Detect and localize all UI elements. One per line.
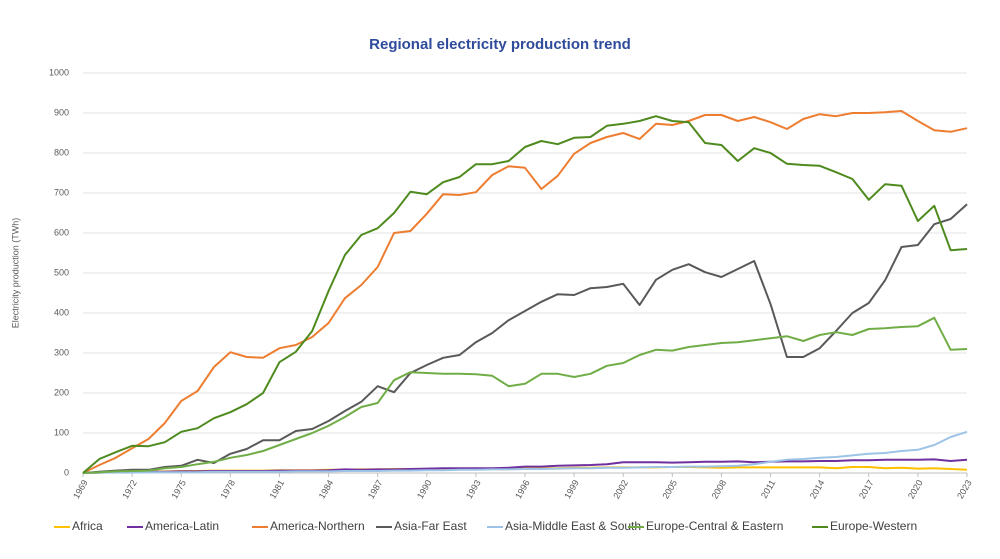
series-line: [82, 203, 968, 474]
chart-title: Regional electricity production trend: [369, 36, 631, 53]
legend-label: America-Latin: [145, 519, 219, 533]
y-tick-label: 300: [54, 347, 69, 357]
legend-label: Asia-Middle East & South: [505, 519, 641, 533]
x-tick-label: 1990: [415, 478, 434, 500]
series-line: [82, 316, 968, 474]
x-tick-label: 2002: [611, 478, 630, 500]
y-tick-label: 700: [54, 187, 69, 197]
y-tick-label: 800: [54, 147, 69, 157]
legend-label: Africa: [72, 519, 103, 533]
x-tick-label: 1993: [464, 478, 483, 500]
y-tick-label: 400: [54, 307, 69, 317]
x-tick-label: 1978: [218, 478, 237, 500]
legend-label: Asia-Far East: [394, 519, 467, 533]
legend-label: Europe-Central & Eastern: [646, 519, 783, 533]
x-tick-label: 2008: [710, 478, 729, 500]
x-tick-label: 2005: [660, 478, 679, 500]
x-tick-label: 1999: [562, 478, 581, 500]
x-tick-label: 1987: [366, 478, 385, 500]
x-tick-label: 1996: [513, 478, 532, 500]
x-tick-label: 2023: [955, 478, 974, 500]
series-line: [82, 430, 968, 474]
series-line: [82, 115, 968, 474]
x-tick-label: 2014: [808, 478, 827, 500]
x-tick-label: 1981: [268, 478, 287, 500]
series-line: [82, 110, 968, 474]
x-tick-label: 1984: [317, 478, 336, 500]
x-tick-label: 2017: [857, 478, 876, 500]
y-tick-label: 600: [54, 227, 69, 237]
y-tick-label: 200: [54, 387, 69, 397]
x-tick-label: 1975: [169, 478, 188, 500]
legend-label: Europe-Western: [830, 519, 917, 533]
x-tick-label: 2011: [759, 478, 777, 500]
y-tick-label: 900: [54, 107, 69, 117]
y-tick-label: 0: [64, 467, 69, 477]
x-tick-label: 2020: [906, 478, 925, 500]
y-tick-label: 500: [54, 267, 69, 277]
y-tick-label: 100: [54, 427, 69, 437]
x-tick-label: 1972: [120, 478, 139, 500]
legend-label: America-Northern: [270, 519, 365, 533]
y-axis-label: Electricity production (TWh): [10, 218, 20, 329]
y-tick-label: 1000: [49, 67, 69, 77]
x-tick-label: 1969: [71, 478, 90, 500]
